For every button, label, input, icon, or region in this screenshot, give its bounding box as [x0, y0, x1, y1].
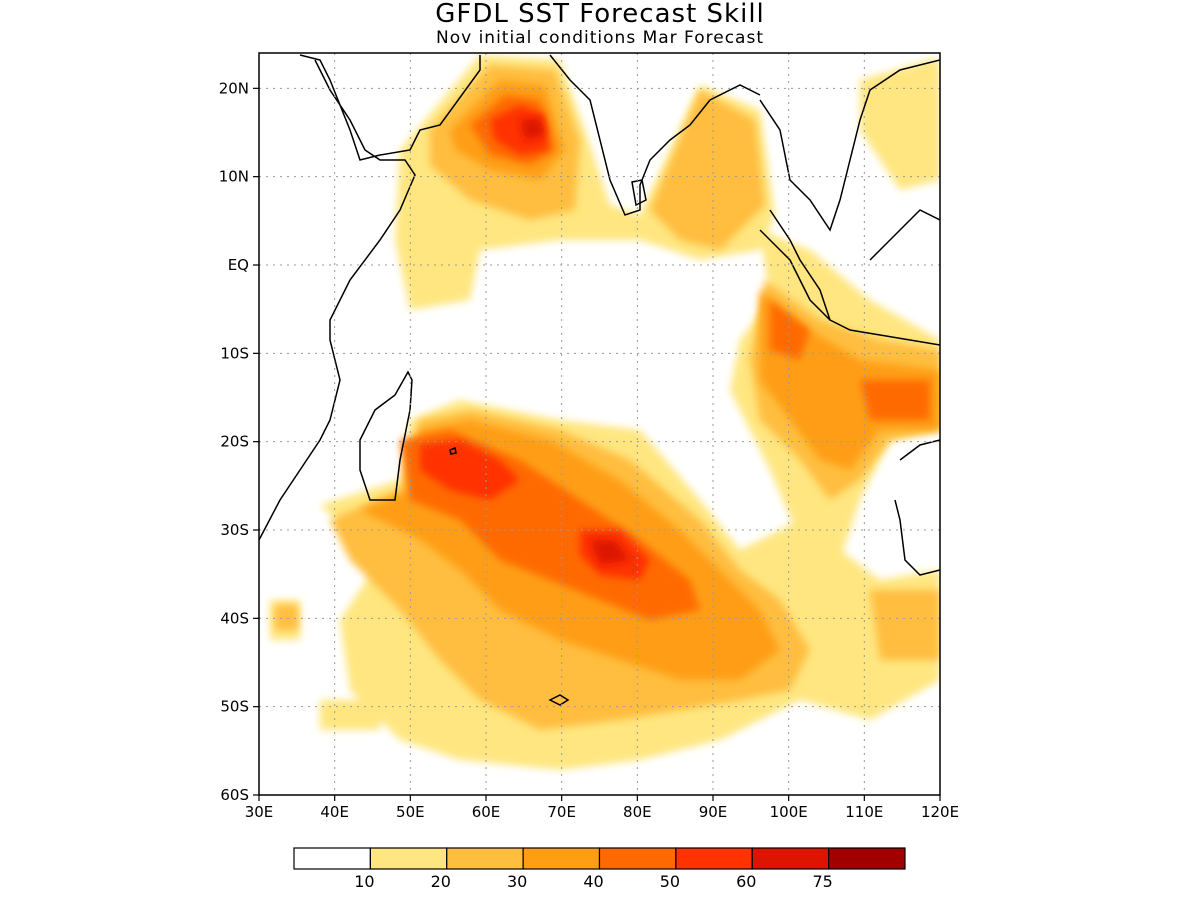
- coastline-indochina: [759, 59, 940, 232]
- skill-region-arabian-max: [490, 105, 548, 155]
- lon-tick-label: 110E: [845, 803, 883, 821]
- skill-region-southern-max: [420, 440, 520, 500]
- colorbar-swatch: [751, 847, 830, 870]
- lon-tick-label: 40E: [320, 803, 349, 821]
- coastline-kerguelen: [548, 694, 570, 706]
- skill-region-peak-b: [590, 540, 630, 565]
- coastline-india: [549, 54, 761, 216]
- lat-tick-label: 20S: [220, 433, 249, 451]
- skill-region-southwest-patch: [320, 700, 380, 730]
- lat-tick-label: 50S: [220, 698, 249, 716]
- colorbar-swatch: [522, 847, 601, 870]
- colorbar-swatch: [369, 847, 448, 870]
- lat-tick-label: EQ: [228, 256, 249, 274]
- lat-tick-label: 30S: [220, 521, 249, 539]
- skill-region-east-peak: [770, 300, 810, 360]
- lon-tick-label: 70E: [547, 803, 576, 821]
- coastline-africa: [259, 54, 481, 541]
- skill-region-peak-a: [520, 118, 545, 140]
- lon-tick-label: 80E: [623, 803, 652, 821]
- colorbar: 10 20 30 40 50 60 75: [293, 847, 906, 891]
- coastline-mauritius: [449, 446, 457, 455]
- colorbar-label: 10: [354, 872, 374, 891]
- colorbar-label: 50: [660, 872, 680, 891]
- lat-tick-label: 10N: [219, 168, 249, 186]
- axes: 30E 40E 50E 60E 70E 80E 90E 100E 110E 120E 20N 10N E…: [219, 79, 959, 821]
- coastline-sumatra: [759, 229, 831, 321]
- colorbar-label: 60: [736, 872, 756, 891]
- coastline-borneo: [869, 209, 940, 261]
- skill-region-east-peak-2: [860, 380, 930, 420]
- lat-tick-label: 60S: [220, 786, 249, 804]
- map-title: GFDL SST Forecast Skill: [435, 0, 765, 29]
- plot-frame: [258, 52, 941, 796]
- colorbar-swatch: [598, 847, 677, 870]
- colorbar-label: 40: [583, 872, 603, 891]
- lon-tick-label: 30E: [245, 803, 274, 821]
- colorbar-swatch: [446, 847, 524, 870]
- lat-tick-label: 20N: [219, 79, 249, 97]
- lat-tick-label: 40S: [220, 609, 249, 627]
- colorbar-label: 75: [812, 872, 832, 891]
- colorbar-swatch: [675, 847, 753, 870]
- gridlines: [259, 53, 940, 795]
- lon-tick-label: 90E: [699, 803, 728, 821]
- coastline-australia: [894, 439, 940, 576]
- lon-tick-label: 60E: [472, 803, 501, 821]
- colorbar-swatch: [293, 847, 371, 870]
- skill-region-sea-north: [860, 60, 940, 190]
- lon-tick-label: 100E: [770, 803, 808, 821]
- skill-region-south-east-2: [870, 590, 940, 660]
- lon-tick-label: 120E: [921, 803, 959, 821]
- lat-tick-label: 10S: [220, 344, 249, 362]
- skill-region-west-patch-2: [275, 605, 298, 630]
- skill-region-bay-bengal: [650, 90, 765, 250]
- colorbar-label: 30: [507, 872, 527, 891]
- map-subtitle: Nov initial conditions Mar Forecast: [435, 28, 764, 48]
- colorbar-label: 20: [431, 872, 451, 891]
- skill-shading: [270, 55, 940, 770]
- coastlines: [259, 54, 940, 706]
- coastline-sri-lanka: [631, 179, 647, 207]
- lon-tick-label: 50E: [396, 803, 425, 821]
- colorbar-swatch: [828, 847, 906, 870]
